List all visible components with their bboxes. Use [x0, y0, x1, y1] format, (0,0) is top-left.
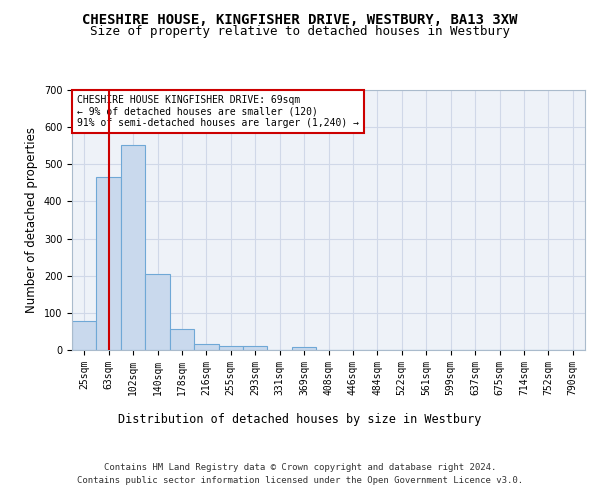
- Bar: [97, 178, 121, 350]
- Y-axis label: Number of detached properties: Number of detached properties: [25, 127, 38, 313]
- Text: Distribution of detached houses by size in Westbury: Distribution of detached houses by size …: [118, 412, 482, 426]
- Bar: [170, 329, 194, 350]
- Bar: [145, 274, 170, 350]
- Text: Contains public sector information licensed under the Open Government Licence v3: Contains public sector information licen…: [77, 476, 523, 485]
- Text: CHESHIRE HOUSE, KINGFISHER DRIVE, WESTBURY, BA13 3XW: CHESHIRE HOUSE, KINGFISHER DRIVE, WESTBU…: [82, 12, 518, 26]
- Bar: [121, 146, 145, 350]
- Bar: [194, 344, 218, 350]
- Text: CHESHIRE HOUSE KINGFISHER DRIVE: 69sqm
← 9% of detached houses are smaller (120): CHESHIRE HOUSE KINGFISHER DRIVE: 69sqm ←…: [77, 95, 359, 128]
- Bar: [218, 346, 243, 350]
- Bar: [72, 321, 97, 350]
- Text: Contains HM Land Registry data © Crown copyright and database right 2024.: Contains HM Land Registry data © Crown c…: [104, 462, 496, 471]
- Bar: [292, 347, 316, 350]
- Bar: [243, 346, 268, 350]
- Text: Size of property relative to detached houses in Westbury: Size of property relative to detached ho…: [90, 25, 510, 38]
